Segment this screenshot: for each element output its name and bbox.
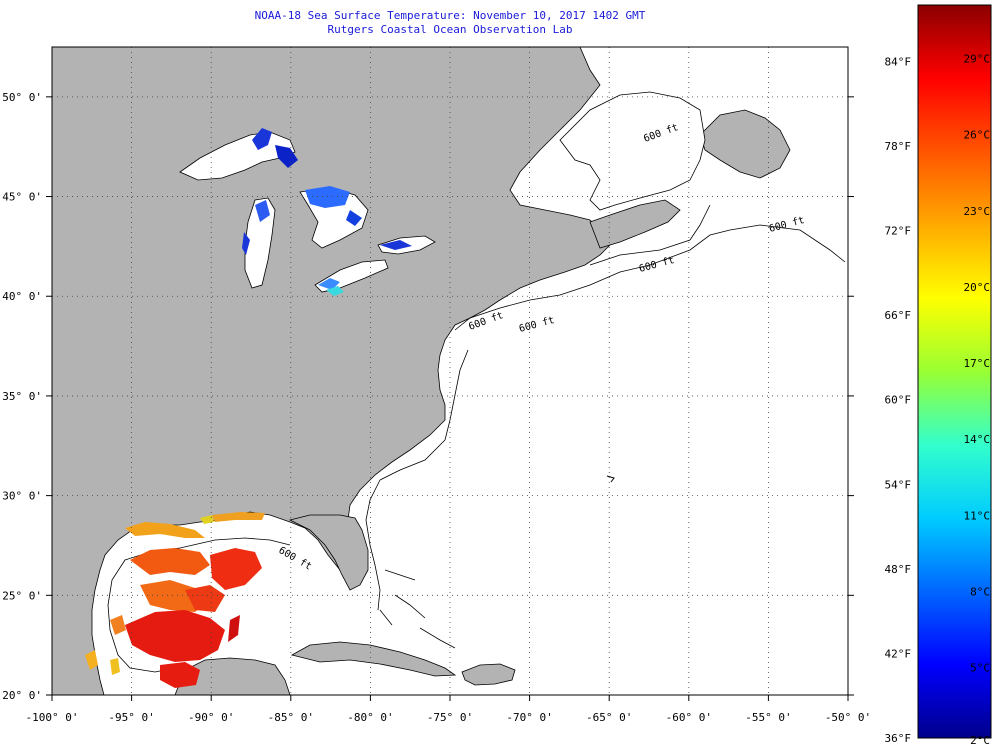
- sst-gulf-patches: [85, 512, 265, 688]
- colorbar-fahrenheit-label: 36°F: [885, 732, 912, 745]
- lon-tick-label: -100° 0': [26, 711, 79, 724]
- colorbar-celsius-label: 17°C: [964, 357, 991, 370]
- bermuda-island: [606, 475, 615, 483]
- newfoundland-land: [699, 109, 791, 179]
- colorbar-fahrenheit-label: 84°F: [885, 55, 912, 68]
- gulf-st-lawrence: [559, 91, 706, 211]
- colorbar-celsius-label: 23°C: [964, 205, 991, 218]
- colorbar-fahrenheit-label: 60°F: [885, 394, 912, 407]
- colorbar-celsius-label: 5°C: [970, 662, 990, 675]
- shelf-contour-atlantic: [444, 224, 846, 441]
- colorbar-fahrenheit-label: 66°F: [885, 309, 912, 322]
- nova-scotia-land: [589, 199, 681, 249]
- axis-labels: -100° 0' -95° 0' -90° 0' -85° 0' -80° 0' -75°…: [2, 91, 871, 724]
- lat-tick-label: 20° 0': [2, 689, 42, 702]
- lon-tick-label: -80° 0': [347, 711, 393, 724]
- lat-tick-label: 45° 0': [2, 191, 42, 204]
- lon-tick-label: -75° 0': [427, 711, 473, 724]
- colorbar-celsius-label: 11°C: [964, 509, 991, 522]
- lat-tick-label: 50° 0': [2, 91, 42, 104]
- lon-tick-label: -70° 0': [506, 711, 552, 724]
- colorbar-celsius-label: 20°C: [964, 281, 991, 294]
- lat-tick-label: 40° 0': [2, 290, 42, 303]
- lon-tick-label: -95° 0': [108, 711, 154, 724]
- lat-tick-label: 25° 0': [2, 589, 42, 602]
- shelf-contour-scotian: [589, 204, 711, 266]
- lon-tick-label: -55° 0': [745, 711, 791, 724]
- colorbar-fahrenheit-label: 54°F: [885, 478, 912, 491]
- colorbar-fahrenheit-label: 72°F: [885, 225, 912, 238]
- colorbar-labels: 84°F 78°F 72°F 66°F 60°F 54°F 48°F 42°F 36°F 29°C…: [885, 53, 991, 747]
- lon-tick-label: -65° 0': [586, 711, 632, 724]
- colorbar-fahrenheit-label: 42°F: [885, 647, 912, 660]
- north-america-land: [52, 47, 611, 695]
- map-subtitle: Rutgers Coastal Ocean Observation Lab: [327, 23, 573, 36]
- lon-tick-label: -85° 0': [268, 711, 314, 724]
- colorbar-fahrenheit-label: 78°F: [885, 140, 912, 153]
- florida-land: [288, 514, 369, 591]
- lat-tick-label: 35° 0': [2, 390, 42, 403]
- colorbar-fahrenheit-label: 48°F: [885, 563, 912, 576]
- bahamas-islands: [379, 569, 456, 649]
- colorbar-celsius-label: 29°C: [964, 53, 991, 66]
- colorbar-celsius-label: 26°C: [964, 129, 991, 142]
- lon-tick-label: -60° 0': [666, 711, 712, 724]
- sst-great-lakes-patches: [242, 128, 412, 296]
- lon-tick-label: -90° 0': [188, 711, 234, 724]
- shelf-contour-gulf: [107, 537, 291, 673]
- colorbar-celsius-label: 14°C: [964, 433, 991, 446]
- colorbar-celsius-label: 8°C: [970, 585, 990, 598]
- map-frame: [51, 46, 849, 696]
- lon-tick-label: -50° 0': [825, 711, 871, 724]
- lat-tick-label: 30° 0': [2, 490, 42, 503]
- temperature-colorbar: [917, 4, 992, 739]
- shelf-contour-southeast: [365, 439, 446, 611]
- map-title: NOAA-18 Sea Surface Temperature: Novembe…: [254, 9, 646, 22]
- hispaniola-land: [461, 663, 516, 686]
- colorbar-celsius-label: 2°C: [970, 734, 990, 747]
- cuba-land: [290, 641, 457, 677]
